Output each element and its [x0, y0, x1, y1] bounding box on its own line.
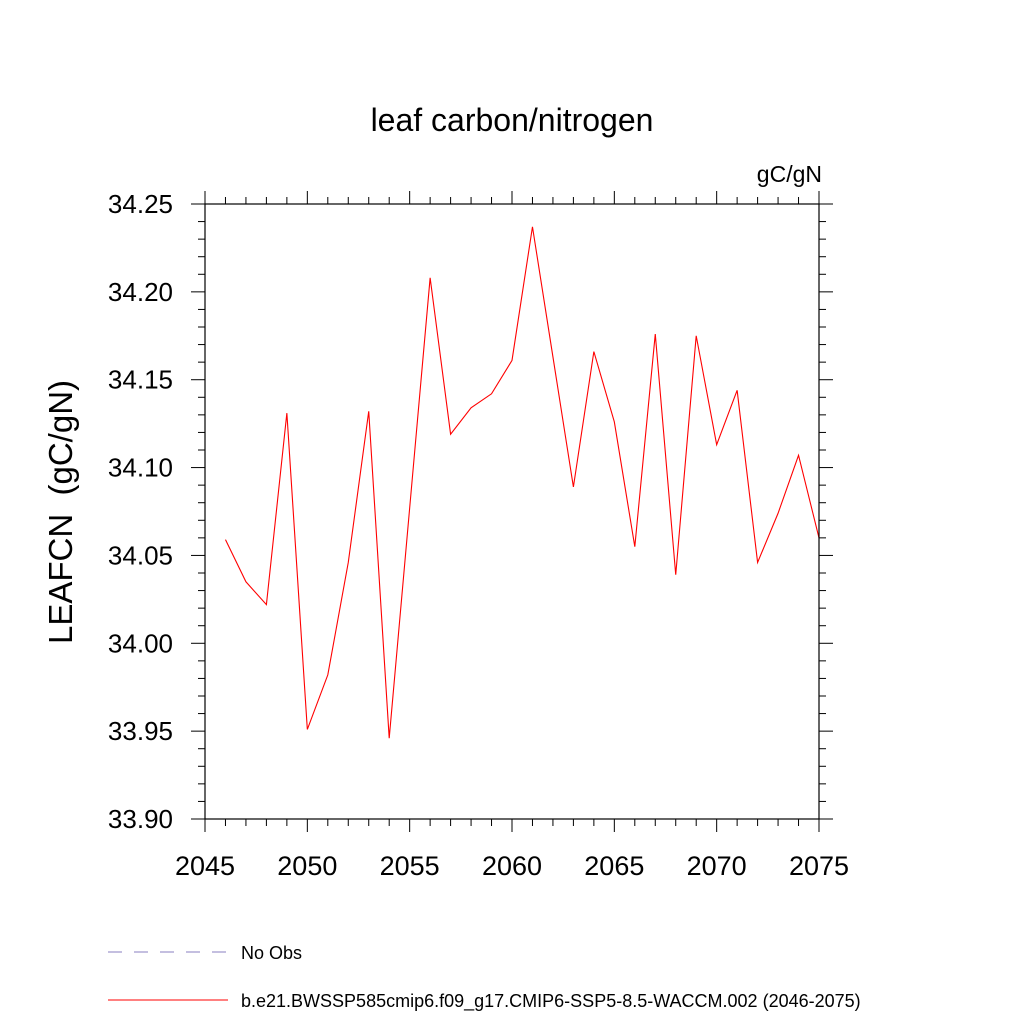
- x-tick-label: 2075: [789, 851, 849, 881]
- x-tick-label: 2055: [380, 851, 440, 881]
- y-tick-label: 34.25: [108, 189, 173, 219]
- legend: No Obs b.e21.BWSSP585cmip6.f09_g17.CMIP6…: [108, 943, 861, 1012]
- x-tick-label: 2060: [482, 851, 542, 881]
- x-tick-label: 2045: [175, 851, 235, 881]
- y-axis-tick-labels: 33.90 33.95 34.00 34.05 34.10 34.15 34.20 34.25: [108, 189, 173, 834]
- y-tick-label: 34.05: [108, 540, 173, 570]
- x-axis-tick-labels: 2045 2050 2055 2060 2065 2070 2075: [175, 851, 849, 881]
- y-axis-ticks: [191, 203, 833, 820]
- chart-title: leaf carbon/nitrogen: [371, 102, 654, 138]
- y-tick-label: 33.90: [108, 804, 173, 834]
- y-axis-label: LEAFCN (gC/gN): [42, 380, 79, 644]
- y-tick-label: 34.20: [108, 277, 173, 307]
- series-layer: [224, 226, 820, 739]
- y-tick-label: 34.00: [108, 628, 173, 658]
- y-tick-label: 33.95: [108, 716, 173, 746]
- plot-frame: [204, 203, 820, 820]
- units-label: gC/gN: [757, 161, 822, 187]
- series-line-0: [224, 226, 820, 739]
- legend-label-model: b.e21.BWSSP585cmip6.f09_g17.CMIP6-SSP5-8…: [241, 991, 861, 1012]
- x-tick-label: 2070: [687, 851, 747, 881]
- x-tick-label: 2065: [584, 851, 644, 881]
- y-tick-label: 34.15: [108, 365, 173, 395]
- y-tick-label: 34.10: [108, 453, 173, 483]
- legend-label-no-obs: No Obs: [241, 943, 302, 963]
- x-tick-label: 2050: [277, 851, 337, 881]
- x-axis-ticks: [204, 191, 820, 832]
